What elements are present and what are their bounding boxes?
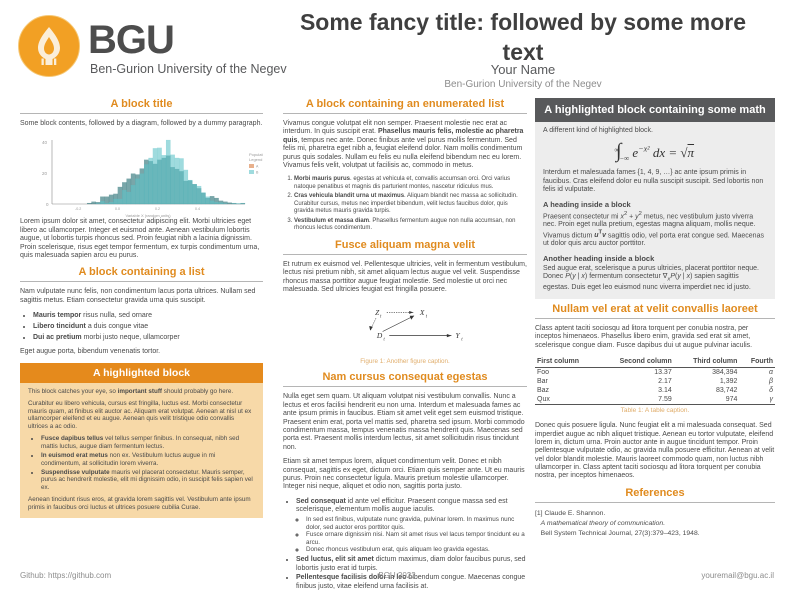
svg-text:t: t — [426, 314, 428, 319]
svg-text:X: X — [419, 308, 425, 317]
svg-text:0.2: 0.2 — [155, 207, 160, 211]
svg-text:t: t — [383, 337, 385, 342]
svg-text:0.4: 0.4 — [195, 207, 200, 211]
svg-text:20: 20 — [42, 171, 48, 176]
svg-text:t: t — [380, 314, 382, 319]
svg-text:0.0: 0.0 — [115, 207, 120, 211]
svg-text:Legend: Legend — [249, 157, 262, 162]
svg-text:Y: Y — [456, 332, 461, 341]
svg-text:A: A — [256, 165, 259, 169]
svg-text:Variable X (random units): Variable X (random units) — [125, 213, 171, 218]
svg-text:40: 40 — [42, 140, 48, 145]
svg-text:D: D — [376, 332, 383, 341]
svg-text:B: B — [256, 171, 259, 175]
svg-text:-0.2: -0.2 — [75, 207, 81, 211]
svg-text:t: t — [461, 337, 463, 342]
svg-text:0: 0 — [46, 202, 49, 207]
